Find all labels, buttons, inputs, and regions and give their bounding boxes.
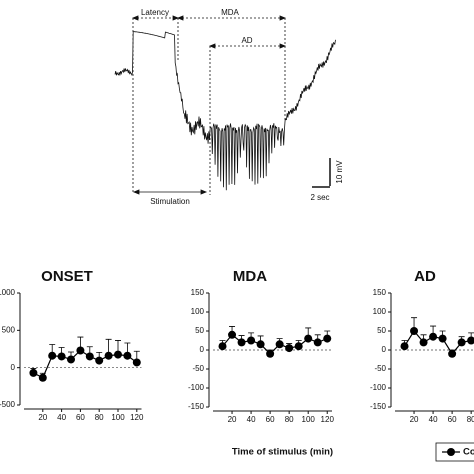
y-tick-label: 100 [191,307,205,316]
legend-marker [447,448,455,456]
y-tick-label: 50 [195,326,204,335]
data-point [467,336,474,345]
data-point [457,338,466,347]
y-tick-label: -50 [192,364,204,373]
data-point [85,352,94,361]
y-tick-label: -150 [370,402,387,411]
y-tick-label: 100 [373,307,387,316]
x-tick-label: 100 [302,415,316,424]
data-point [313,338,322,347]
data-point [48,351,57,360]
data-point [304,334,313,343]
data-point [400,342,409,351]
volt-scale-label: 10 mV [335,160,344,184]
stimulation-label: Stimulation [150,197,190,206]
data-point [123,351,132,360]
x-tick-label: 20 [410,415,419,424]
y-tick-label: 150 [191,288,205,297]
data-point [95,356,104,365]
stimulation-arrow [131,15,287,195]
data-point [410,327,419,335]
y-tick-label: 500 [2,325,16,334]
data-point [29,368,38,377]
legend-box [435,442,474,462]
y-tick-label: 0 [200,345,205,354]
data-point [76,346,85,355]
ad-label: AD [241,36,252,45]
data-point [294,342,303,351]
y-tick-label: -500 [0,400,16,409]
data-point [57,352,66,361]
chart-title: ONSET [41,268,93,285]
x-tick-label: 80 [95,413,104,422]
data-point [266,349,275,358]
data-point [114,350,122,359]
data-point [429,332,438,341]
data-point [38,373,47,382]
x-tick-label: 60 [76,413,85,422]
x-tick-label: 60 [448,415,457,424]
data-point [247,336,256,345]
x-tick-label: 40 [57,413,66,422]
y-tick-label: -100 [188,383,205,392]
data-point [419,338,428,347]
x-tick-label: 60 [266,415,275,424]
x-axis-label: Time of stimulus (min) [232,447,333,458]
x-tick-label: 40 [247,415,256,424]
x-tick-label: 120 [130,413,144,422]
y-tick-label: -150 [188,402,205,411]
x-tick-label: 120 [321,415,335,424]
x-tick-label: 20 [228,415,237,424]
x-tick-label: 80 [467,415,474,424]
time-scale-label: 2 sec [310,193,329,202]
x-tick-label: 80 [285,415,294,424]
y-tick-label: 1000 [0,288,16,297]
x-tick-label: 100 [111,413,125,422]
y-tick-label: 150 [373,288,387,297]
y-tick-label: 50 [377,326,386,335]
data-point [275,340,284,349]
data-point [256,340,265,349]
annotation-brackets [132,17,286,195]
chart-title: AD [414,268,436,285]
data-point [132,358,141,367]
data-point [448,349,457,358]
latency-label: Latency [141,8,169,17]
data-point [237,338,246,347]
chart-title: MDA [233,268,267,285]
data-point [67,355,75,364]
x-tick-label: 20 [38,413,47,422]
y-tick-label: 0 [382,345,387,354]
y-tick-label: -50 [374,364,386,373]
mda-label: MDA [221,8,239,17]
data-point [104,351,113,360]
legend-label: Co [463,447,474,458]
data-point [323,334,332,343]
data-point [218,342,227,351]
eeg-trace [114,31,336,191]
data-point [285,344,294,353]
data-point [228,330,237,339]
y-tick-label: 0 [11,363,16,372]
data-point [438,334,447,343]
y-tick-label: -100 [370,383,387,392]
x-tick-label: 40 [429,415,438,424]
